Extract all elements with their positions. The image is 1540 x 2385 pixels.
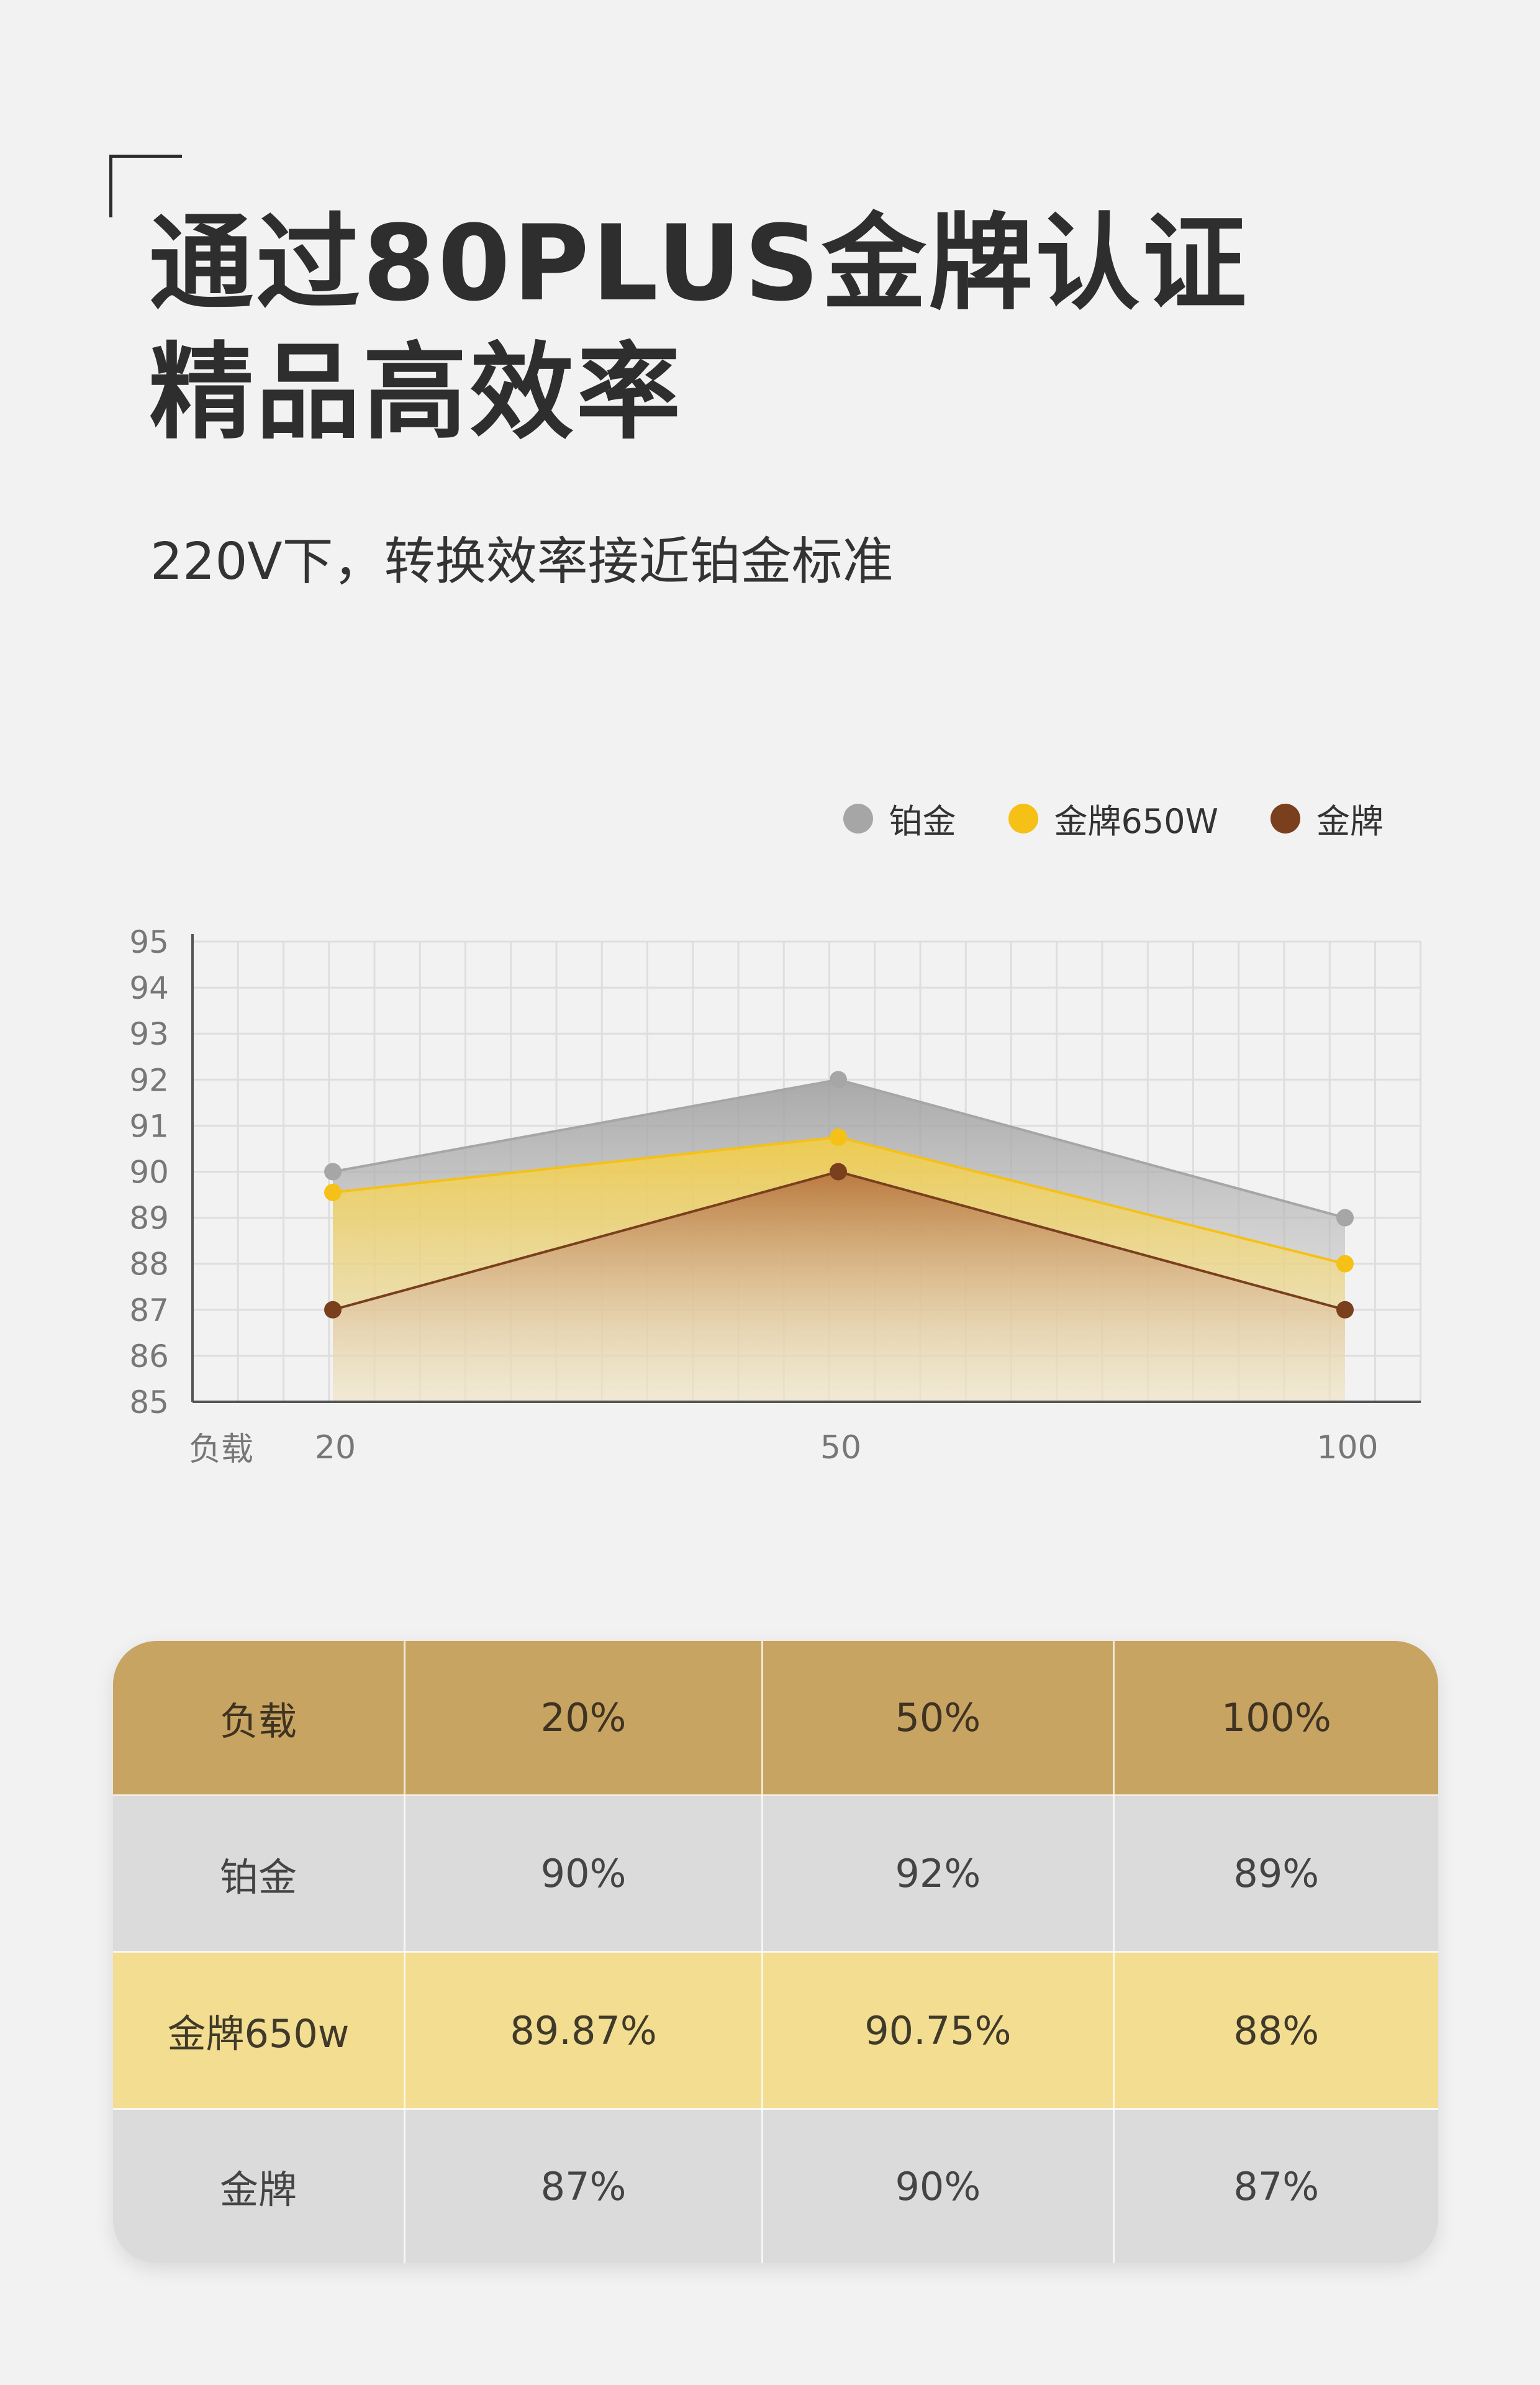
table-cell: 87% [404,2109,764,2263]
table-row: 金牌650w 89.87% 90.75% 88% [113,1951,1438,2110]
point-gold [830,1163,847,1181]
efficiency-table: 负载 20% 50% 100% 铂金 90% 92% 89% 金牌650w 89… [113,1641,1438,2263]
title-line-1: 通过80PLUS金牌认证 [149,202,1249,324]
y-tick-label: 87 [129,1292,169,1329]
table-cell: 88% [1113,1951,1438,2110]
y-tick-label: 93 [129,1016,169,1052]
table-cell: 20% [404,1641,764,1796]
table-cell: 负载 [113,1641,405,1796]
point-gold [324,1301,342,1319]
table-cell: 金牌650w [113,1951,405,2110]
point-gold650 [324,1183,342,1201]
page-subtitle: 220V下，转换效率接近铂金标准 [150,532,894,591]
page-title: 通过80PLUS金牌认证 精品高效率 [149,199,1249,457]
y-tick-label: 88 [129,1247,169,1283]
point-platinum [1336,1209,1354,1227]
y-tick-label: 85 [129,1384,169,1420]
point-gold650 [1336,1255,1354,1273]
table-cell: 90% [762,2109,1115,2263]
y-tick-label: 90 [129,1155,169,1191]
y-tick-label: 86 [129,1338,169,1374]
chart-legend: 铂金 金牌650W 金牌 [843,794,1384,843]
table-cell: 50% [762,1641,1115,1796]
table-cell: 90% [404,1795,764,1953]
chart-axes [191,934,1421,1403]
y-tick-label: 91 [129,1108,169,1144]
table-row: 铂金 90% 92% 89% [113,1795,1438,1953]
point-gold [1336,1301,1354,1319]
point-gold650 [830,1128,847,1146]
y-tick-label: 92 [129,1062,169,1098]
chart-tick-labels: 85 86 87 88 89 90 91 92 93 94 95 负载 20 50 100 [129,924,1378,1468]
table-row: 金牌 87% 90% 87% [113,2109,1438,2263]
table-cell: 铂金 [113,1795,405,1953]
chart-points [324,1071,1354,1319]
legend-dot-platinum [843,803,873,834]
table-header-row: 负载 20% 50% 100% [113,1641,1438,1796]
table-cell: 金牌 [113,2109,405,2263]
table-cell: 90.75% [762,1951,1115,2110]
area-gold [333,1171,1345,1402]
corner-bracket-decoration [109,155,182,217]
table-cell: 89% [1113,1795,1438,1953]
table-cell: 92% [762,1795,1115,1953]
x-tick-label: 100 [1316,1429,1378,1466]
legend-item-gold: 金牌 [1270,794,1384,843]
y-tick-label: 89 [129,1201,169,1237]
table-cell: 87% [1113,2109,1438,2263]
x-tick-label: 20 [315,1429,356,1466]
chart-areas [333,1079,1345,1402]
y-tick-label: 95 [129,924,169,960]
legend-dot-gold [1270,803,1300,834]
legend-label-gold650: 金牌650W [1054,802,1218,841]
legend-label-gold: 金牌 [1316,802,1384,841]
point-platinum [324,1163,342,1181]
table-cell: 89.87% [404,1951,764,2110]
legend-item-gold650: 金牌650W [1008,794,1218,843]
legend-item-platinum: 铂金 [843,794,956,843]
table-cell: 100% [1113,1641,1438,1796]
x-axis-label: 负载 [189,1431,253,1468]
efficiency-chart: 85 86 87 88 89 90 91 92 93 94 95 负载 20 50 100 [129,924,1422,1468]
legend-label-platinum: 铂金 [889,802,956,841]
legend-dot-gold650 [1008,803,1038,834]
point-platinum [830,1071,847,1089]
x-tick-label: 50 [820,1429,861,1466]
title-line-2: 精品高效率 [149,332,683,453]
y-tick-label: 94 [129,970,169,1006]
